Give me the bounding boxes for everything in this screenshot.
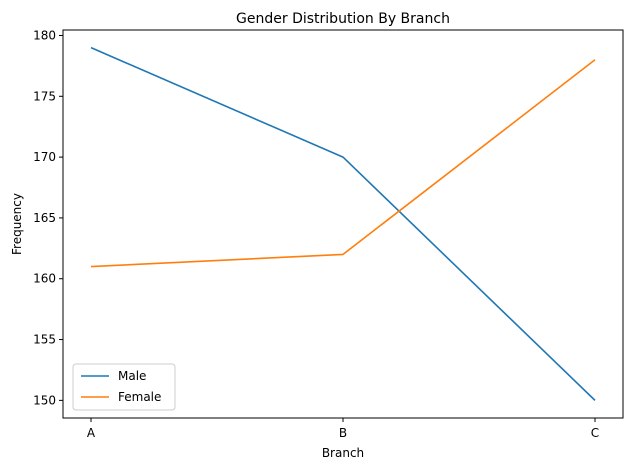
legend-label-male: Male <box>118 369 146 383</box>
y-tick-label: 160 <box>33 272 56 286</box>
y-tick-label: 170 <box>33 150 56 164</box>
series-layer <box>90 46 596 401</box>
legend: Male Female <box>72 363 176 411</box>
x-axis: A B C <box>87 418 599 440</box>
x-tick-label: C <box>591 426 599 440</box>
y-tick-label: 150 <box>33 393 56 407</box>
y-axis-label: Frequency <box>10 193 24 255</box>
series-line-female <box>90 59 596 268</box>
y-axis: 150 155 160 165 170 175 180 <box>33 28 63 407</box>
y-tick-label: 180 <box>33 28 56 42</box>
chart-title: Gender Distribution By Branch <box>236 11 450 27</box>
y-tick-label: 155 <box>33 333 56 347</box>
x-axis-label: Branch <box>322 446 364 460</box>
plot-frame <box>62 29 624 419</box>
y-tick-label: 165 <box>33 211 56 225</box>
series-line-male <box>90 46 596 401</box>
y-tick-label: 175 <box>33 89 56 103</box>
legend-label-female: Female <box>118 390 161 404</box>
x-tick-label: B <box>339 426 347 440</box>
x-tick-label: A <box>87 426 96 440</box>
